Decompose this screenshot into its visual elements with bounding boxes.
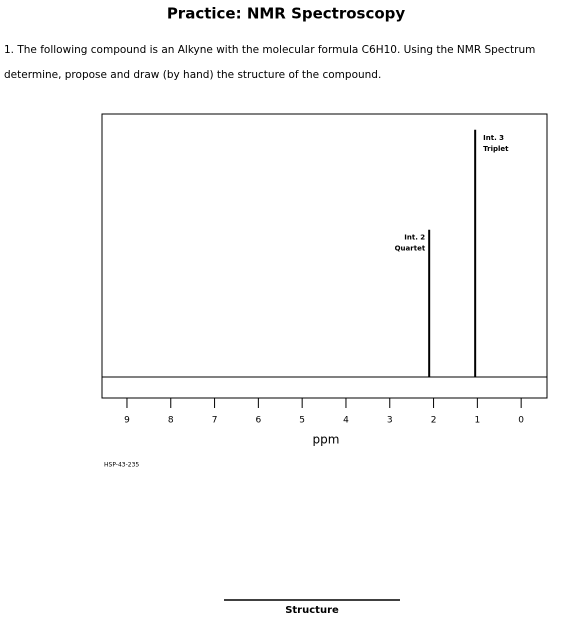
- question: 1. The following compound is an Alkyne w…: [4, 44, 536, 81]
- x-tick-label: 8: [168, 416, 174, 426]
- peak-annotation: Triplet: [483, 145, 509, 153]
- plot-frame: [101, 113, 548, 399]
- x-axis-label: ppm: [313, 433, 340, 447]
- x-tick-label: 2: [431, 416, 437, 426]
- structure-label: Structure: [285, 605, 339, 616]
- x-tick-label: 7: [212, 416, 218, 426]
- question-box: 1. The following compound is an Alkyne w…: [4, 44, 536, 81]
- peak-annotation: Int. 3: [483, 134, 504, 142]
- x-tick-label: 4: [343, 416, 349, 426]
- x-tick-label: 0: [518, 416, 524, 426]
- x-tick-label: 3: [387, 416, 393, 426]
- spectrum-code: HSP-43-235: [104, 462, 139, 469]
- x-tick-label: 6: [255, 416, 261, 426]
- title: Practice: NMR Spectroscopy: [167, 5, 406, 23]
- peak-annotation: Quartet: [395, 245, 426, 253]
- x-tick-label: 9: [124, 416, 130, 426]
- x-tick-label: 5: [299, 416, 305, 426]
- peak-annotation: Int. 2: [404, 234, 425, 242]
- x-tick-label: 1: [474, 416, 480, 426]
